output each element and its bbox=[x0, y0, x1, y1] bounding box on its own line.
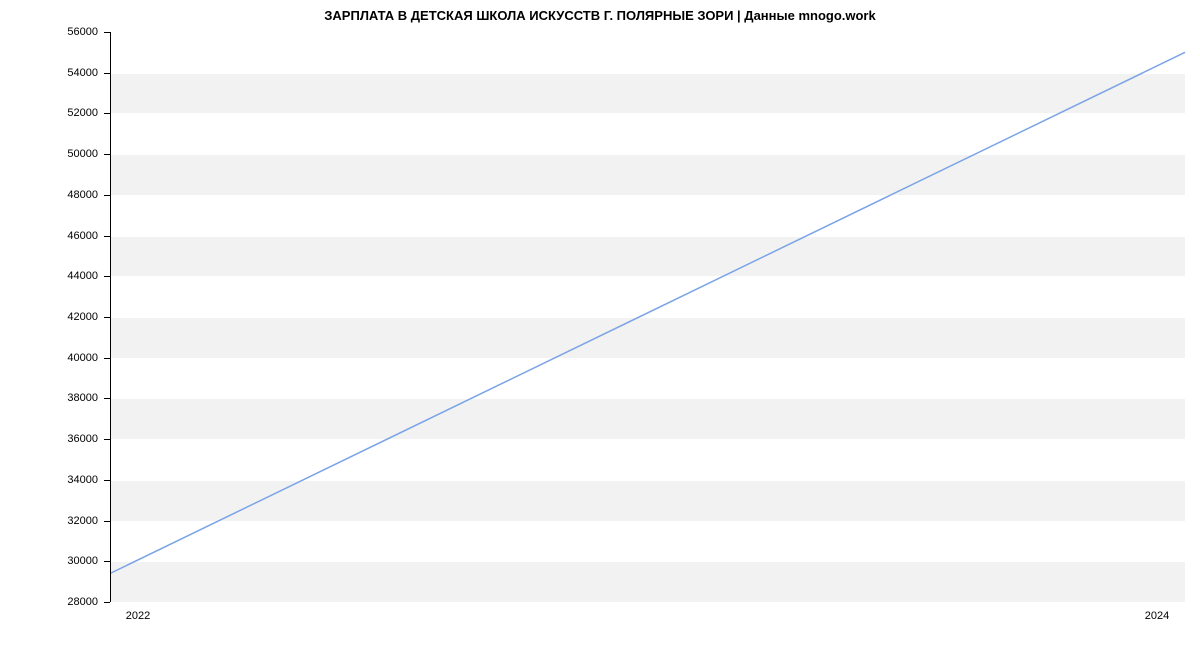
x-tick-label: 2024 bbox=[1145, 610, 1169, 622]
y-tick-mark bbox=[104, 32, 110, 33]
salary-line-chart: ЗАРПЛАТА В ДЕТСКАЯ ШКОЛА ИСКУССТВ Г. ПОЛ… bbox=[0, 0, 1200, 650]
y-tick-mark bbox=[104, 398, 110, 399]
y-tick-label: 56000 bbox=[0, 26, 98, 38]
y-tick-label: 42000 bbox=[0, 311, 98, 323]
series-line bbox=[110, 52, 1185, 573]
y-tick-mark bbox=[104, 561, 110, 562]
y-tick-label: 38000 bbox=[0, 392, 98, 404]
y-tick-label: 44000 bbox=[0, 270, 98, 282]
x-tick-label: 2022 bbox=[126, 610, 150, 622]
y-tick-label: 54000 bbox=[0, 67, 98, 79]
y-tick-mark bbox=[104, 358, 110, 359]
y-tick-mark bbox=[104, 154, 110, 155]
y-tick-mark bbox=[104, 73, 110, 74]
y-tick-mark bbox=[104, 480, 110, 481]
y-tick-label: 28000 bbox=[0, 596, 98, 608]
y-tick-label: 48000 bbox=[0, 189, 98, 201]
y-tick-mark bbox=[104, 439, 110, 440]
y-tick-mark bbox=[104, 602, 110, 603]
y-tick-label: 34000 bbox=[0, 474, 98, 486]
line-series bbox=[110, 32, 1185, 602]
y-tick-label: 50000 bbox=[0, 148, 98, 160]
y-tick-label: 46000 bbox=[0, 230, 98, 242]
y-tick-mark bbox=[104, 317, 110, 318]
y-tick-label: 30000 bbox=[0, 555, 98, 567]
chart-title: ЗАРПЛАТА В ДЕТСКАЯ ШКОЛА ИСКУССТВ Г. ПОЛ… bbox=[0, 8, 1200, 23]
y-tick-label: 32000 bbox=[0, 515, 98, 527]
y-tick-label: 36000 bbox=[0, 433, 98, 445]
y-tick-mark bbox=[104, 113, 110, 114]
y-tick-mark bbox=[104, 521, 110, 522]
y-tick-mark bbox=[104, 276, 110, 277]
y-tick-label: 52000 bbox=[0, 107, 98, 119]
y-tick-label: 40000 bbox=[0, 352, 98, 364]
plot-area bbox=[110, 32, 1185, 602]
y-tick-mark bbox=[104, 236, 110, 237]
y-axis bbox=[110, 32, 111, 602]
y-tick-mark bbox=[104, 195, 110, 196]
